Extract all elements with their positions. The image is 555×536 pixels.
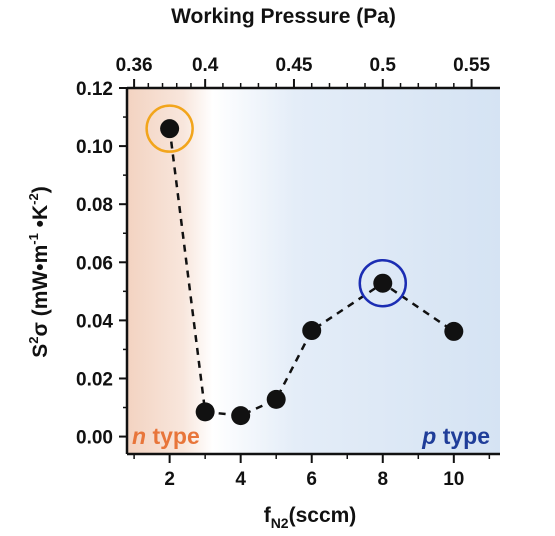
x-tick-label: 6 <box>306 469 317 490</box>
y-tick-label: 0.02 <box>76 369 113 390</box>
y-tick-label: 0.00 <box>76 428 113 449</box>
y-tick-label: 0.10 <box>76 137 113 158</box>
data-point <box>444 321 464 341</box>
n-type-label: n type <box>132 423 200 449</box>
highlight-circle <box>145 104 194 153</box>
top-tick-label: 0.45 <box>275 55 312 76</box>
y-tick-label: 0.04 <box>76 311 113 332</box>
x-tick-label: 4 <box>235 469 246 490</box>
x-axis-title: fN2(sccm) <box>264 504 357 531</box>
top-tick-label: 0.55 <box>453 55 490 76</box>
y-tick-label: 0.08 <box>76 195 113 216</box>
p-type-label: p type <box>421 423 490 449</box>
x-tick-label: 8 <box>377 469 388 490</box>
data-point <box>266 389 286 409</box>
data-point <box>160 119 180 139</box>
y-axis-title: S2σ (mW•m-1 •K-2) <box>26 186 52 357</box>
y-tick-label: 0.12 <box>76 79 113 100</box>
data-point <box>195 402 215 422</box>
x-tick-label: 2 <box>164 469 175 490</box>
top-tick-label: 0.5 <box>370 55 397 76</box>
x-tick-label: 10 <box>443 469 464 490</box>
top-tick-label: 0.4 <box>192 55 219 76</box>
data-point <box>302 321 322 341</box>
y-tick-label: 0.06 <box>76 253 113 274</box>
top-tick-label: 0.36 <box>116 55 153 76</box>
plot-background <box>127 88 500 454</box>
highlight-circle <box>358 258 408 308</box>
data-point <box>231 406 251 426</box>
top-axis-title: Working Pressure (Pa) <box>171 5 396 28</box>
data-point <box>373 273 393 293</box>
